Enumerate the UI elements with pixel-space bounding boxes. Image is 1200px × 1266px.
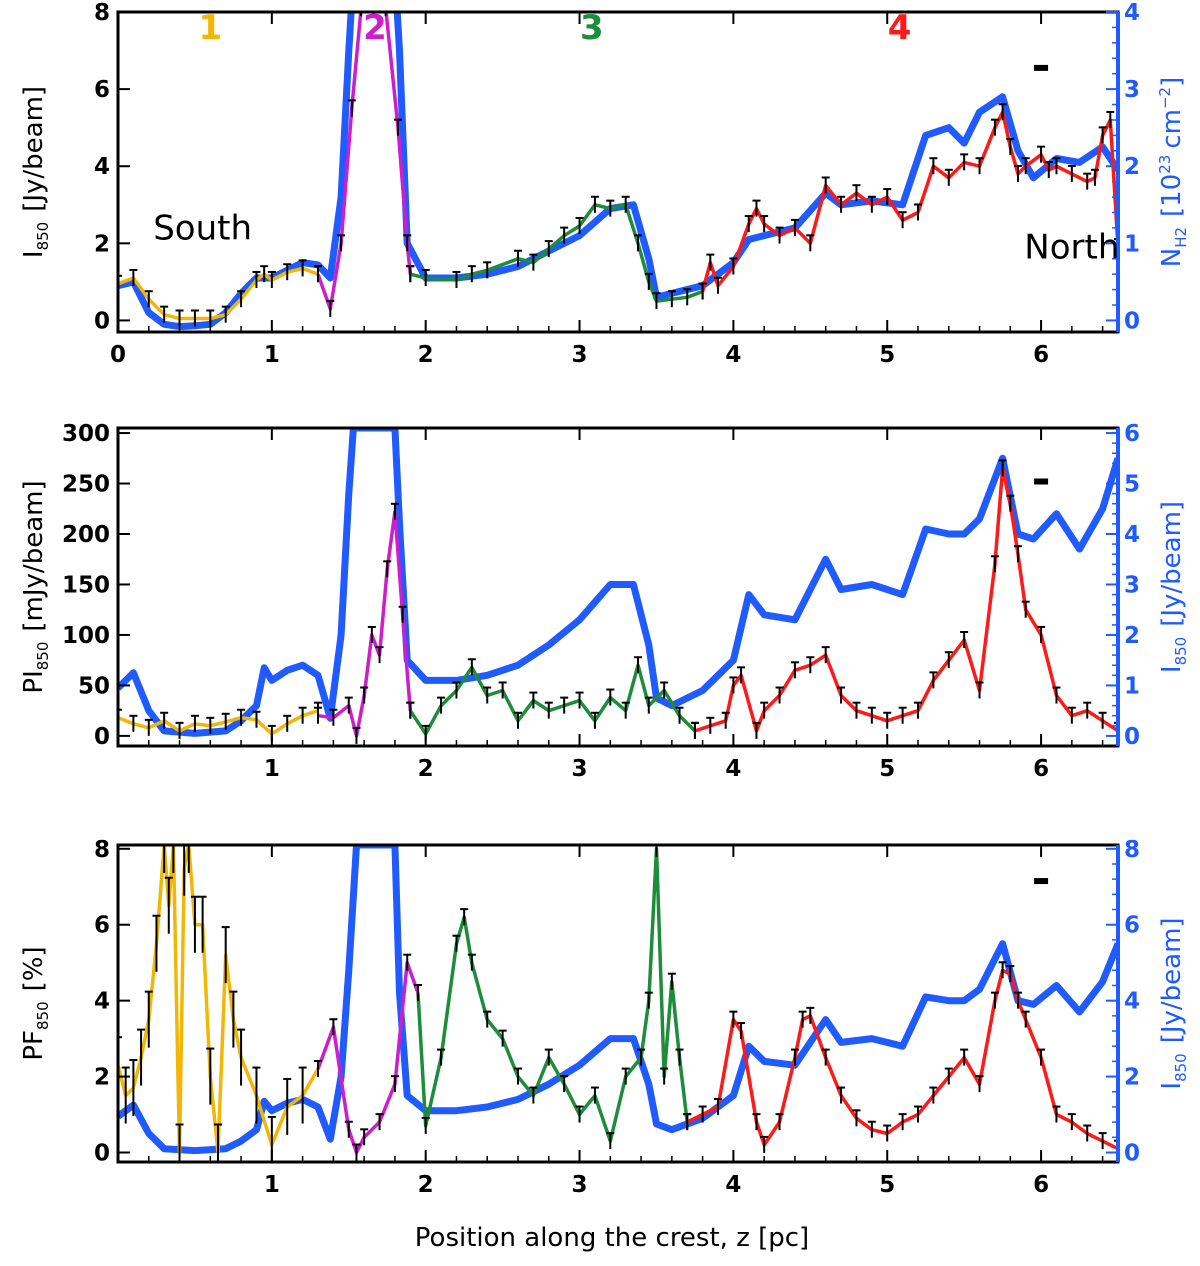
y-axis-label: PF850[%] xyxy=(19,946,52,1060)
y-tick-label: 8 xyxy=(94,0,110,26)
series-line-segment-4 xyxy=(694,466,1118,733)
y-tick-label: 6 xyxy=(94,77,110,103)
series-line-blue xyxy=(118,428,1118,737)
x-tick-label: 1 xyxy=(264,342,280,368)
series-line-segment-3 xyxy=(416,847,689,1143)
right-y-axis-label: NH2[1023cm−2] xyxy=(1156,77,1190,268)
y-tick-label: 150 xyxy=(62,572,110,598)
y-tick-label: 2 xyxy=(94,231,110,257)
beam-size-marker xyxy=(1034,64,1049,71)
right-y-tick-label: 0 xyxy=(1124,1141,1140,1167)
x-tick-label: 1 xyxy=(264,756,280,782)
x-tick-label: 6 xyxy=(1033,756,1049,782)
y-tick-label: 0 xyxy=(94,1141,110,1167)
x-tick-label: 4 xyxy=(725,342,741,368)
right-y-tick-label: 3 xyxy=(1124,77,1140,103)
y-tick-label: 200 xyxy=(62,522,110,548)
right-y-tick-label: 0 xyxy=(1124,724,1140,750)
right-y-tick-label: 2 xyxy=(1124,623,1140,649)
x-tick-label: 4 xyxy=(725,756,741,782)
x-tick-label: 6 xyxy=(1033,1172,1049,1198)
right-y-tick-label: 2 xyxy=(1124,154,1140,180)
y-tick-label: 0 xyxy=(94,308,110,334)
series-line-blue xyxy=(118,845,1118,1155)
segment-label-2: 2 xyxy=(363,8,387,48)
y-tick-label: 4 xyxy=(94,154,110,180)
annotation-north: North xyxy=(1024,228,1119,268)
right-y-tick-label: 5 xyxy=(1124,472,1140,498)
x-tick-label: 3 xyxy=(572,1172,588,1198)
y-tick-label: 6 xyxy=(94,913,110,939)
segment-label-1: 1 xyxy=(198,8,222,48)
right-y-tick-label: 8 xyxy=(1124,837,1140,863)
series-line-segment-1 xyxy=(118,845,320,1155)
x-tick-label: 1 xyxy=(264,1172,280,1198)
right-y-tick-label: 2 xyxy=(1124,1065,1140,1091)
right-y-tick-label: 1 xyxy=(1124,673,1140,699)
y-tick-label: 50 xyxy=(78,673,110,699)
right-y-tick-label: 4 xyxy=(1124,0,1140,26)
right-y-axis-label: I850[Jy/beam] xyxy=(1157,917,1190,1089)
beam-size-marker xyxy=(1034,878,1049,885)
x-tick-label: 2 xyxy=(418,1172,434,1198)
plot-area xyxy=(118,12,1118,331)
y-tick-label: 250 xyxy=(62,472,110,498)
panel-top: 0 1 2 3 4 5 6 0 2 4 6 8 0 1 2 3 4 I850[Jy/beam] NH2[1023cm… xyxy=(19,0,1190,368)
segment-label-3: 3 xyxy=(580,8,604,48)
x-tick-label: 3 xyxy=(572,756,588,782)
y-tick-label: 0 xyxy=(94,724,110,750)
segment-label-4: 4 xyxy=(888,8,912,48)
panel-bottom: 1 2 3 4 5 6 0 2 4 6 8 0 2 4 6 8 PF850[%] I850[Jy/beam] xyxy=(19,837,1190,1198)
x-tick-label: 4 xyxy=(725,1172,741,1198)
right-y-axis-label: I850[Jy/beam] xyxy=(1157,501,1190,673)
y-tick-label: 300 xyxy=(62,421,110,447)
x-tick-label: 2 xyxy=(418,756,434,782)
axes-frame xyxy=(116,10,1120,334)
series-line-segment-2 xyxy=(316,12,413,311)
y-axis-label: I850[Jy/beam] xyxy=(19,86,52,258)
y-axis-label: PI850[mJy/beam] xyxy=(19,480,52,693)
y-tick-label: 2 xyxy=(94,1065,110,1091)
x-tick-label: 0 xyxy=(110,342,126,368)
y-tick-label: 4 xyxy=(94,989,110,1015)
plot-area xyxy=(118,845,1118,1162)
right-y-tick-label: 6 xyxy=(1124,421,1140,447)
panel-middle: 1 2 3 4 5 6 0 50 100 150 200 250 300 0 1 2 3 4 5 6 PI850[mJy… xyxy=(19,421,1190,782)
right-y-tick-label: 0 xyxy=(1124,308,1140,334)
series-line-segment-3 xyxy=(409,203,704,303)
x-axis-label: Position along the crest, z [pc] xyxy=(415,1223,809,1253)
plot-area xyxy=(118,428,1118,744)
x-tick-label: 5 xyxy=(879,342,895,368)
right-y-tick-label: 4 xyxy=(1124,989,1140,1015)
right-y-tick-label: 1 xyxy=(1124,231,1140,257)
series-line-segment-1 xyxy=(118,709,319,736)
right-y-tick-label: 6 xyxy=(1124,913,1140,939)
x-tick-label: 2 xyxy=(418,342,434,368)
beam-size-marker xyxy=(1034,478,1049,485)
annotation-south: South xyxy=(153,208,252,248)
y-tick-label: 100 xyxy=(62,623,110,649)
x-tick-label: 5 xyxy=(879,1172,895,1198)
right-y-tick-label: 3 xyxy=(1124,572,1140,598)
right-y-tick-label: 4 xyxy=(1124,522,1140,548)
x-tick-label: 3 xyxy=(572,342,588,368)
series-line-segment-3 xyxy=(408,663,697,736)
x-tick-label: 5 xyxy=(879,756,895,782)
x-tick-label: 6 xyxy=(1033,342,1049,368)
y-tick-label: 8 xyxy=(94,837,110,863)
